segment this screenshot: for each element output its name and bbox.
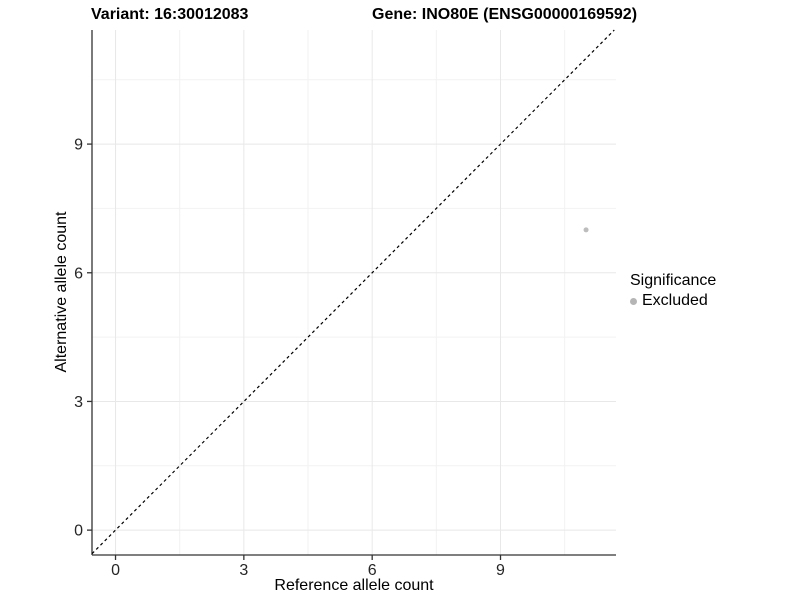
data-point bbox=[583, 227, 589, 233]
x-tick-label: 0 bbox=[111, 562, 120, 579]
gene-title: Gene: INO80E (ENSG00000169592) bbox=[372, 6, 638, 23]
x-tick-label: 9 bbox=[496, 562, 505, 579]
legend-title: Significance bbox=[630, 272, 717, 289]
legend: Significance Excluded bbox=[630, 272, 716, 310]
x-axis-title: Reference allele count bbox=[274, 577, 434, 594]
y-tick-label: 9 bbox=[74, 137, 83, 154]
legend-item-excluded: Excluded bbox=[630, 292, 716, 310]
variant-title: Variant: 16:30012083 bbox=[91, 6, 249, 23]
x-tick-label: 3 bbox=[239, 562, 248, 579]
legend-key-dot-icon bbox=[630, 297, 637, 305]
identity-dashed-line bbox=[91, 29, 615, 555]
y-tick-label: 3 bbox=[74, 394, 83, 411]
y-axis-title: Alternative allele count bbox=[53, 211, 70, 373]
y-tick-label: 0 bbox=[74, 523, 83, 540]
y-tick-label: 6 bbox=[74, 265, 83, 282]
x-tick-label: 6 bbox=[368, 562, 377, 579]
legend-item-label: Excluded bbox=[642, 292, 708, 309]
